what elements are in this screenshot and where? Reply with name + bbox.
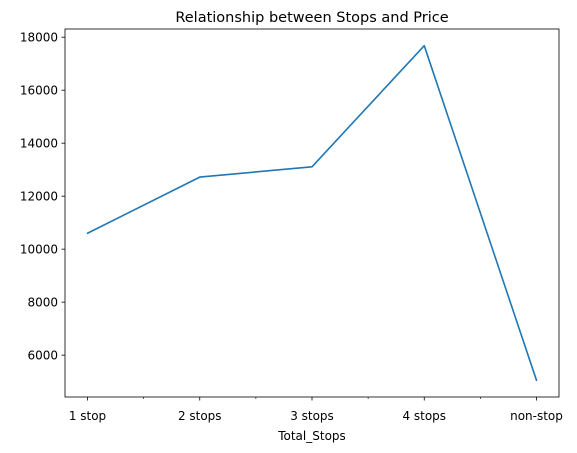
x-tick-label: 1 stop <box>69 409 106 423</box>
x-axis-title: Total_Stops <box>277 429 346 443</box>
x-tick-label: 2 stops <box>178 409 222 423</box>
y-tick-label: 18000 <box>20 31 58 45</box>
y-tick-label: 8000 <box>27 295 58 309</box>
y-axis: 6000 8000 10000 12000 14000 16000 18000 <box>20 31 65 362</box>
plot-area <box>65 29 559 397</box>
y-tick-label: 14000 <box>20 136 58 150</box>
x-tick-label: 4 stops <box>402 409 446 423</box>
chart-title: Relationship between Stops and Price <box>175 10 448 26</box>
y-tick-label: 10000 <box>20 242 58 256</box>
y-tick-label: 6000 <box>27 348 58 362</box>
series-layer <box>86 44 538 382</box>
x-tick-label: 3 stops <box>290 409 334 423</box>
y-tick-label: 16000 <box>20 84 58 98</box>
x-tick-label: non-stop <box>510 409 563 423</box>
plot-frame <box>64 28 560 398</box>
x-axis: 1 stop 2 stops 3 stops 4 stops non-stop <box>69 397 563 423</box>
y-tick-label: 12000 <box>20 189 58 203</box>
